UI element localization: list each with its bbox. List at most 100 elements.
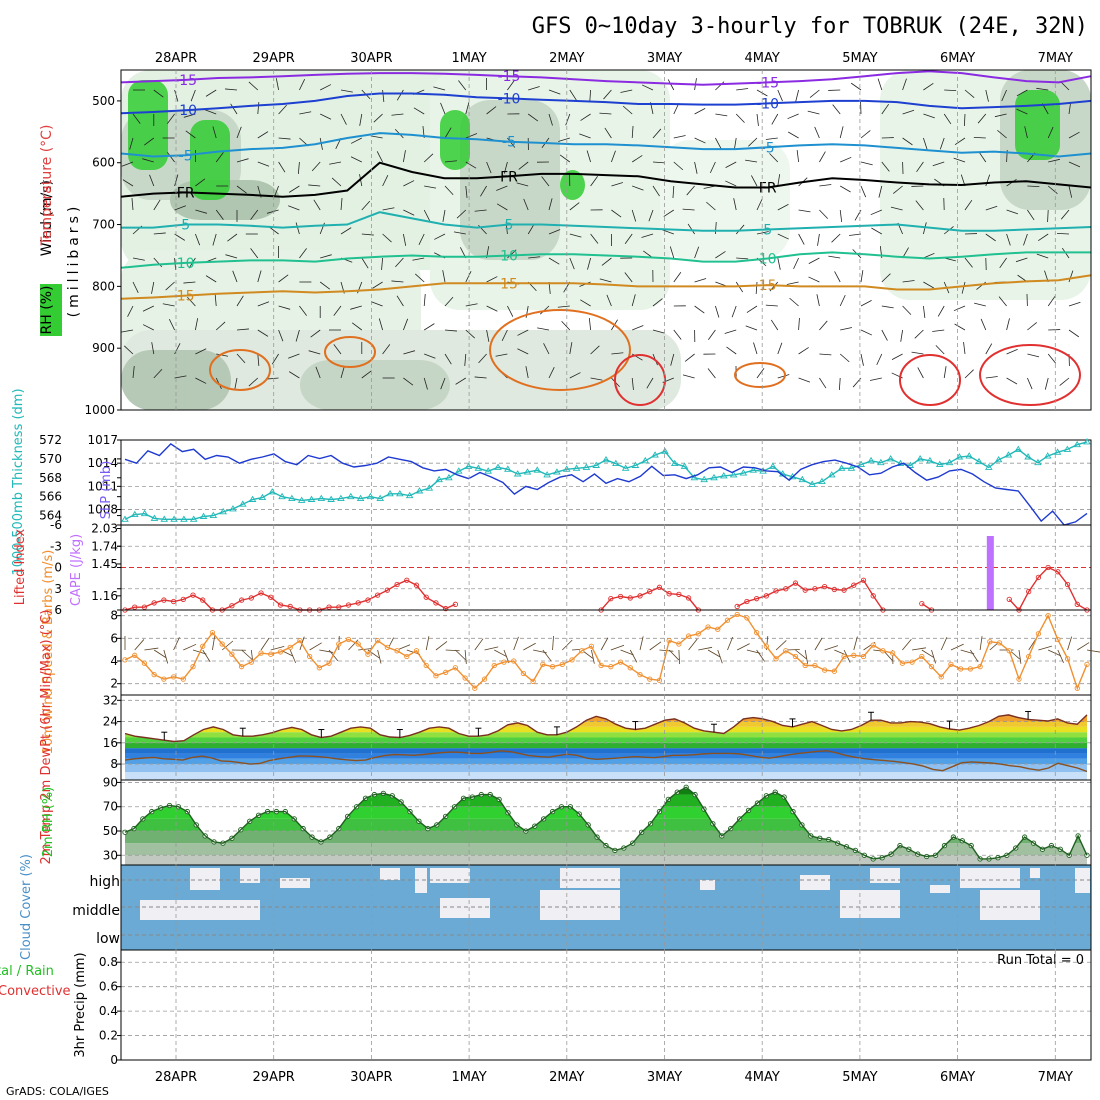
wind-barb — [423, 323, 435, 331]
surface-wind-barb — [1077, 642, 1090, 651]
wind-barb — [440, 377, 446, 390]
wind-barb — [954, 323, 966, 331]
wind-barb — [234, 377, 238, 390]
wind-barb — [153, 257, 163, 268]
wind-barb — [694, 137, 706, 144]
y-tick-label: 0.2 — [99, 1029, 118, 1043]
wind-barb — [507, 80, 515, 91]
millibars-label: (millibars) — [66, 203, 82, 318]
wind-barb — [121, 329, 134, 333]
wind-barb — [834, 271, 841, 283]
wind-barb — [121, 161, 134, 167]
wind-barb — [715, 113, 728, 117]
wind-barb — [548, 89, 561, 95]
wind-barb — [391, 280, 404, 283]
wind-barb — [382, 344, 391, 355]
wind-barb — [248, 377, 259, 387]
wind-barb — [1060, 81, 1070, 91]
date-label-bottom: 28APR — [155, 1070, 197, 1085]
wind-barb — [442, 209, 446, 222]
wind-barb — [359, 113, 363, 126]
wind-barb — [652, 185, 660, 197]
wind-barb — [548, 113, 553, 126]
data-point — [433, 600, 439, 606]
wind-barb — [733, 137, 737, 150]
date-label-top: 4MAY — [745, 51, 780, 66]
data-point — [1064, 581, 1071, 588]
y-tick-label: 8 — [110, 757, 118, 771]
date-axis-top: 28APR 29APR 30APR 1MAY 2MAY 3MAY 4MAY 5MAY 6MAY 7… — [155, 51, 1073, 1060]
wind-barb — [1006, 233, 1011, 246]
wind-barb — [1044, 377, 1049, 390]
wind-barb — [266, 377, 279, 380]
isotherm-label: 5 — [763, 222, 772, 238]
wind-barb — [434, 233, 446, 240]
wind-barb — [1015, 257, 1028, 263]
warm-contour — [324, 336, 376, 368]
y-tick-label: 24 — [103, 715, 118, 729]
wind-barb — [333, 305, 342, 316]
wind-barb — [381, 257, 383, 270]
cloud-clear-block — [190, 868, 220, 890]
wind-barb — [525, 366, 529, 379]
wind-barb — [819, 377, 827, 389]
wind-barb — [1047, 295, 1056, 307]
wind-barb — [248, 81, 259, 91]
surface-wind-barb — [649, 641, 662, 651]
isotherm-label: FR — [759, 180, 777, 196]
wind-barb — [183, 281, 196, 284]
wind-barb — [1047, 353, 1057, 364]
y-tick-label: -3 — [50, 539, 62, 553]
wind-barb — [985, 89, 989, 102]
wind-barb — [185, 130, 196, 139]
wind-barb — [340, 113, 347, 125]
data-point — [860, 577, 867, 583]
wind-barb — [777, 89, 783, 102]
date-label-bottom: 6MAY — [940, 1070, 975, 1085]
wind-barb — [174, 375, 187, 379]
wind-barb — [977, 113, 987, 124]
wind-barb — [195, 348, 207, 355]
surface-wind-barb — [221, 640, 234, 651]
wind-barb — [587, 257, 591, 270]
wind-barb — [838, 377, 841, 390]
wind-barb — [444, 296, 454, 307]
wind-barb — [953, 157, 966, 163]
date-label-top: 3MAY — [647, 51, 682, 66]
wind-barb — [174, 205, 186, 211]
wind-barb — [715, 81, 725, 91]
wind-barb — [923, 305, 926, 318]
wind-barb — [486, 106, 497, 115]
data-point — [384, 587, 391, 593]
wind-barb — [985, 233, 996, 242]
wind-barb — [914, 329, 924, 339]
wind-barb — [860, 185, 867, 198]
data-point — [443, 605, 449, 612]
y-tick-label: 30 — [103, 848, 118, 862]
wind-barb — [1023, 233, 1028, 246]
wind-barb — [860, 130, 871, 139]
wind-barb — [257, 270, 262, 283]
data-point — [346, 492, 355, 500]
wind-barb — [735, 224, 745, 235]
wind-barb — [1027, 353, 1040, 358]
wind-barb — [465, 133, 478, 139]
wind-barb — [474, 376, 487, 379]
wind-barb — [382, 89, 385, 102]
wind-barb — [795, 89, 799, 102]
slp-line — [124, 442, 1088, 526]
cloud-clear-block — [960, 868, 1020, 888]
wind-barb — [777, 204, 789, 211]
wind-barb — [911, 351, 924, 355]
y-tick-label: 1.16 — [91, 589, 118, 603]
data-point — [602, 455, 610, 463]
data-point — [533, 466, 542, 473]
wind-barb — [682, 374, 695, 379]
wind-barb — [588, 318, 591, 331]
surface-wind-barb — [542, 649, 552, 662]
wind-barb — [870, 209, 882, 216]
isotherm-label: -10 — [174, 103, 197, 119]
wind-barb — [195, 318, 199, 331]
isotherm-label: 15 — [500, 276, 518, 292]
warm-contour — [734, 362, 786, 388]
